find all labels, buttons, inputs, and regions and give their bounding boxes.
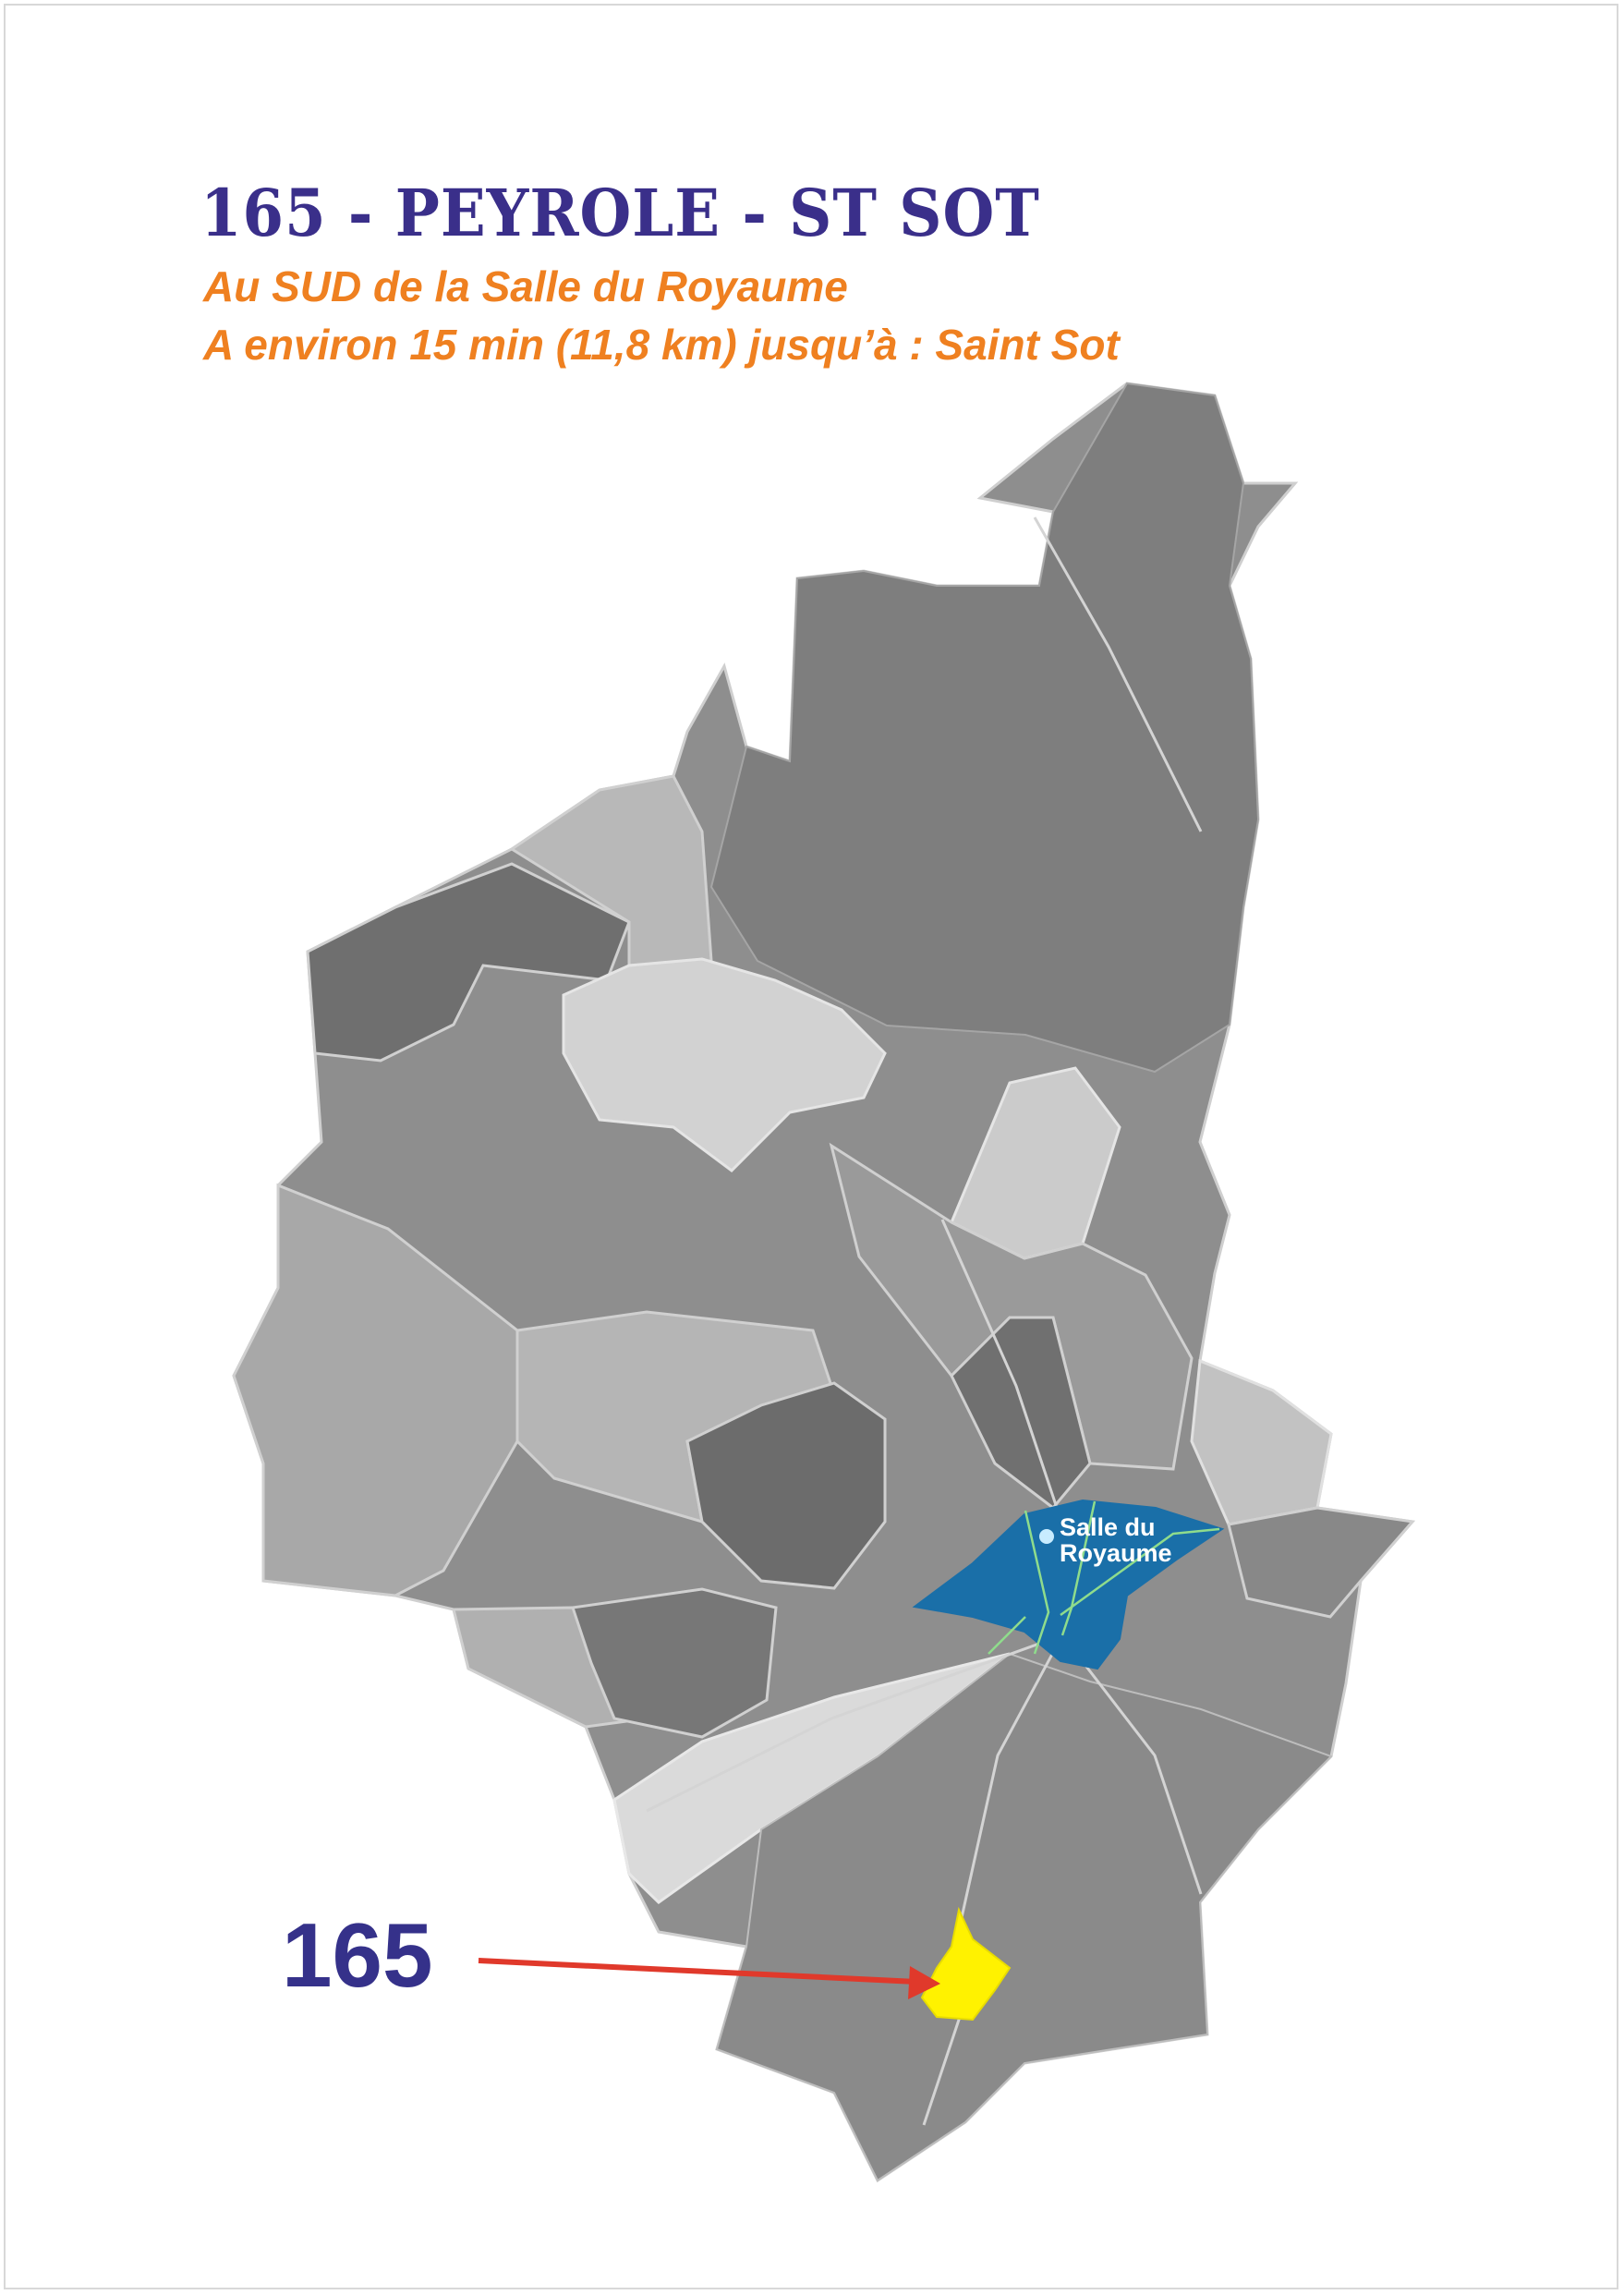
salle-du-royaume-marker	[1039, 1529, 1054, 1544]
region-northwest-dark	[306, 862, 631, 1062]
streets-in-area	[988, 1500, 1220, 1655]
region-light-large	[562, 957, 887, 1172]
region-northeast	[709, 382, 1260, 1074]
region-west	[232, 1183, 519, 1597]
territory-number-label: 165	[282, 1904, 433, 2006]
arrow-pointer	[478, 1958, 940, 1999]
region-north-light	[509, 774, 713, 967]
subtitle-distance: A environ 15 min (11,8 km) jusqu’à : Sai…	[203, 321, 1120, 369]
region-south	[715, 1652, 1333, 2182]
salle-du-royaume-area	[912, 1499, 1225, 1670]
region-dark-center	[685, 1381, 887, 1590]
page-title: 165 - PEYROLE - ST SOT	[200, 176, 1040, 252]
roads	[646, 516, 1203, 2126]
subtitle-direction: Au SUD de la Salle du Royaume	[203, 262, 848, 310]
landmark-label-line1: Salle du	[1060, 1513, 1156, 1541]
region-dark-mid	[950, 1316, 1092, 1511]
territory-165-area	[920, 1906, 1012, 2022]
arrow-head-icon	[908, 1966, 940, 1999]
page-border	[4, 4, 1618, 2289]
landmark-label-line2: Royaume	[1060, 1539, 1172, 1567]
region-east-tail	[1227, 1506, 1415, 1619]
region-southwest-dark	[571, 1587, 778, 1739]
